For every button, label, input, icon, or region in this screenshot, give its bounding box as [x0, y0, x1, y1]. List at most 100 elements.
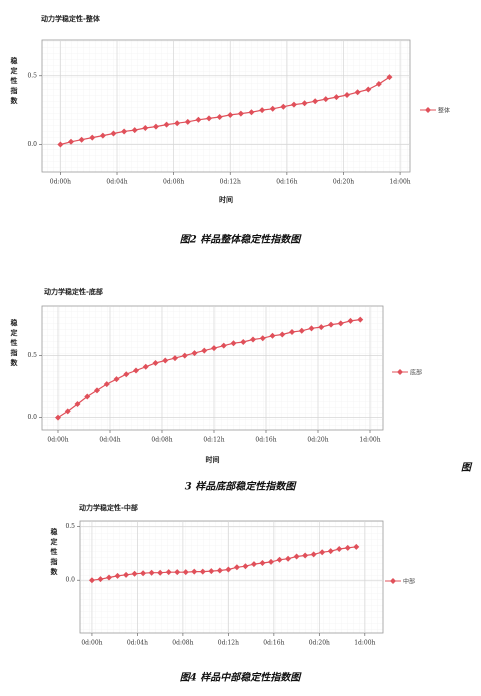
x-tick-label: 0d:20h [309, 640, 330, 647]
x-tick-label: 0d:00h [81, 640, 102, 647]
data-point [227, 111, 234, 118]
data-point [242, 563, 249, 570]
data-point [84, 393, 91, 400]
data-point [268, 558, 275, 565]
data-point [301, 100, 308, 107]
data-point [240, 338, 247, 345]
data-point [162, 357, 169, 364]
data-point [344, 92, 351, 98]
data-point [105, 574, 112, 581]
data-point [88, 577, 95, 584]
plot-area [79, 520, 384, 634]
data-point [259, 560, 266, 566]
x-tick-label: 0d:04h [127, 640, 148, 647]
x-tick-label: 0d:20h [333, 179, 354, 186]
x-tick-label: 0d:04h [99, 437, 120, 444]
data-point [250, 561, 257, 568]
data-point [181, 352, 188, 359]
data-point [322, 96, 329, 103]
data-point [97, 576, 104, 583]
x-tick-label: 0d:12h [203, 437, 224, 444]
data-point [225, 566, 232, 573]
data-point [302, 552, 309, 559]
data-point [103, 381, 110, 388]
x-tick-label: 0d:12h [220, 179, 241, 186]
data-point [68, 138, 75, 145]
data-point [280, 103, 287, 110]
data-point [249, 336, 256, 343]
data-point [375, 81, 382, 87]
legend-marker [425, 107, 431, 113]
x-tick-label: 0d:16h [276, 179, 297, 186]
data-point [142, 125, 149, 131]
data-point [298, 327, 305, 334]
data-point [89, 134, 96, 141]
data-point [259, 107, 266, 114]
y-axis-label: 稳定性指数 [10, 56, 20, 107]
data-point [319, 549, 326, 556]
data-point [259, 335, 266, 342]
x-axis-label: 时间 [206, 455, 220, 464]
data-point [354, 89, 361, 96]
data-point [184, 118, 191, 125]
data-point [318, 324, 325, 331]
chart-title: 动力学稳定性-底部 [44, 287, 103, 296]
data-point [310, 551, 317, 558]
data-point [165, 569, 172, 576]
data-point [365, 86, 372, 93]
data-point [210, 345, 217, 352]
plot-area [41, 39, 411, 173]
y-tick-label: 0.0 [65, 577, 75, 584]
data-point [64, 408, 71, 415]
data-point [123, 371, 130, 378]
data-point [344, 544, 351, 551]
caption: 图4 样品中部稳定性指数图 [180, 672, 302, 684]
data-point [333, 94, 340, 101]
y-axis-label: 稳定性指数 [50, 527, 60, 578]
x-tick-label: 0d:12h [218, 640, 239, 647]
data-point [121, 128, 128, 135]
data-point [140, 570, 147, 577]
data-point [152, 123, 159, 130]
x-tick-label: 0d:20h [307, 437, 328, 444]
data-point [279, 331, 286, 338]
data-point [110, 130, 117, 137]
data-point [293, 553, 300, 560]
data-point [113, 376, 120, 383]
data-point [386, 74, 393, 81]
chart-title: 动力学稳定性-中部 [79, 503, 138, 512]
data-point [57, 141, 64, 148]
x-tick-label: 0d:16h [263, 640, 284, 647]
x-tick-label: 0d:00h [50, 179, 71, 186]
data-point [216, 567, 223, 574]
data-point [337, 320, 344, 327]
data-point [327, 321, 334, 328]
data-point [290, 101, 297, 108]
data-point [336, 546, 343, 552]
data-point [191, 350, 198, 357]
data-point [201, 347, 208, 354]
data-point [132, 367, 139, 374]
data-point [216, 114, 223, 120]
x-tick-label: 0d:04h [106, 179, 127, 186]
data-point [114, 572, 121, 579]
data-point [237, 110, 244, 117]
data-point [152, 360, 159, 367]
legend-label: 底部 [410, 369, 422, 377]
data-point [171, 355, 178, 362]
data-point [74, 400, 81, 407]
legend-label: 中部 [403, 578, 415, 586]
data-point [233, 564, 240, 571]
data-point [285, 555, 292, 562]
data-point [312, 98, 319, 105]
y-axis-label: 稳定性指数 [10, 318, 20, 369]
data-point [199, 568, 206, 575]
data-point [308, 325, 315, 332]
data-point [347, 317, 354, 324]
data-point [148, 569, 155, 576]
data-point [353, 543, 360, 550]
y-tick-label: 0.5 [65, 523, 75, 530]
data-point [288, 329, 295, 336]
data-point [54, 414, 61, 421]
